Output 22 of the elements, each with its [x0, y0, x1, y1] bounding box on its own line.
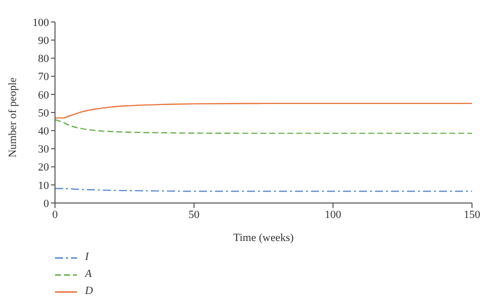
y-tick-label: 0 — [44, 198, 50, 210]
x-tick-label: 0 — [52, 208, 58, 221]
legend-label: I — [85, 250, 89, 265]
y-tick-label: 100 — [32, 16, 50, 29]
y-tick-label: 70 — [38, 71, 50, 84]
legend-label: A — [85, 267, 92, 282]
x-axis-title: Time (weeks) — [233, 232, 294, 244]
y-tick-label: 90 — [38, 35, 50, 48]
legend-label: D — [85, 284, 93, 299]
x-tick-label: 150 — [464, 208, 481, 221]
x-tick-label: 100 — [324, 208, 342, 221]
y-tick-label: 60 — [38, 89, 50, 102]
y-tick-label: 80 — [38, 53, 50, 66]
line-series — [55, 119, 472, 134]
line-series — [55, 102, 472, 119]
y-axis-title: Number of people — [6, 77, 19, 158]
y-tick-label: 50 — [38, 107, 50, 120]
y-tick-label: 40 — [38, 126, 50, 138]
y-tick-label: 10 — [38, 180, 50, 192]
y-tick-label: 30 — [38, 144, 50, 156]
x-tick-label: 50 — [188, 208, 200, 221]
y-tick-label: 20 — [38, 162, 50, 174]
